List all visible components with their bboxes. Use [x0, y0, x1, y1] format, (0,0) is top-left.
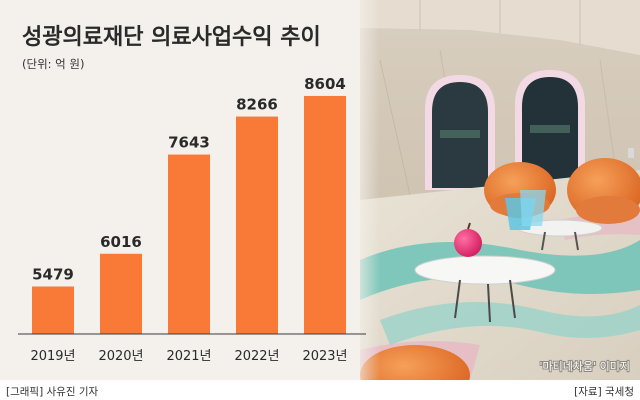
photo-caption: '마티네차움' 이미지 [539, 360, 630, 373]
value-label-2021년: 7643 [168, 134, 210, 152]
interior-photo [350, 0, 640, 400]
bar-2020년 [100, 253, 142, 334]
bar-2019년 [32, 286, 74, 334]
unit-label: (단위: 억 원) [22, 57, 84, 71]
bar-2022년 [236, 116, 278, 334]
value-label-2020년: 6016 [100, 233, 142, 251]
category-label-2023년: 2023년 [302, 349, 347, 364]
graphic-credit: [그래픽] 사유진 기자 [6, 386, 98, 398]
category-label-2019년: 2019년 [30, 349, 75, 364]
value-label-2022년: 8266 [236, 96, 278, 114]
data-source: [자료] 국세청 [574, 386, 634, 398]
category-label-2022년: 2022년 [234, 349, 279, 364]
footer-bar [0, 380, 640, 400]
chart-title: 성광의료재단 의료사업수익 추이 [22, 25, 321, 50]
bar-2021년 [168, 154, 210, 334]
bar-series: 5479 2019년 6016 2020년 7643 2021년 8266 2022년 8604… [30, 75, 347, 364]
value-label-2023년: 8604 [304, 75, 346, 93]
value-label-2019년: 5479 [32, 266, 74, 284]
bar-2023년 [304, 95, 346, 334]
category-label-2021년: 2021년 [166, 349, 211, 364]
category-label-2020년: 2020년 [98, 349, 143, 364]
